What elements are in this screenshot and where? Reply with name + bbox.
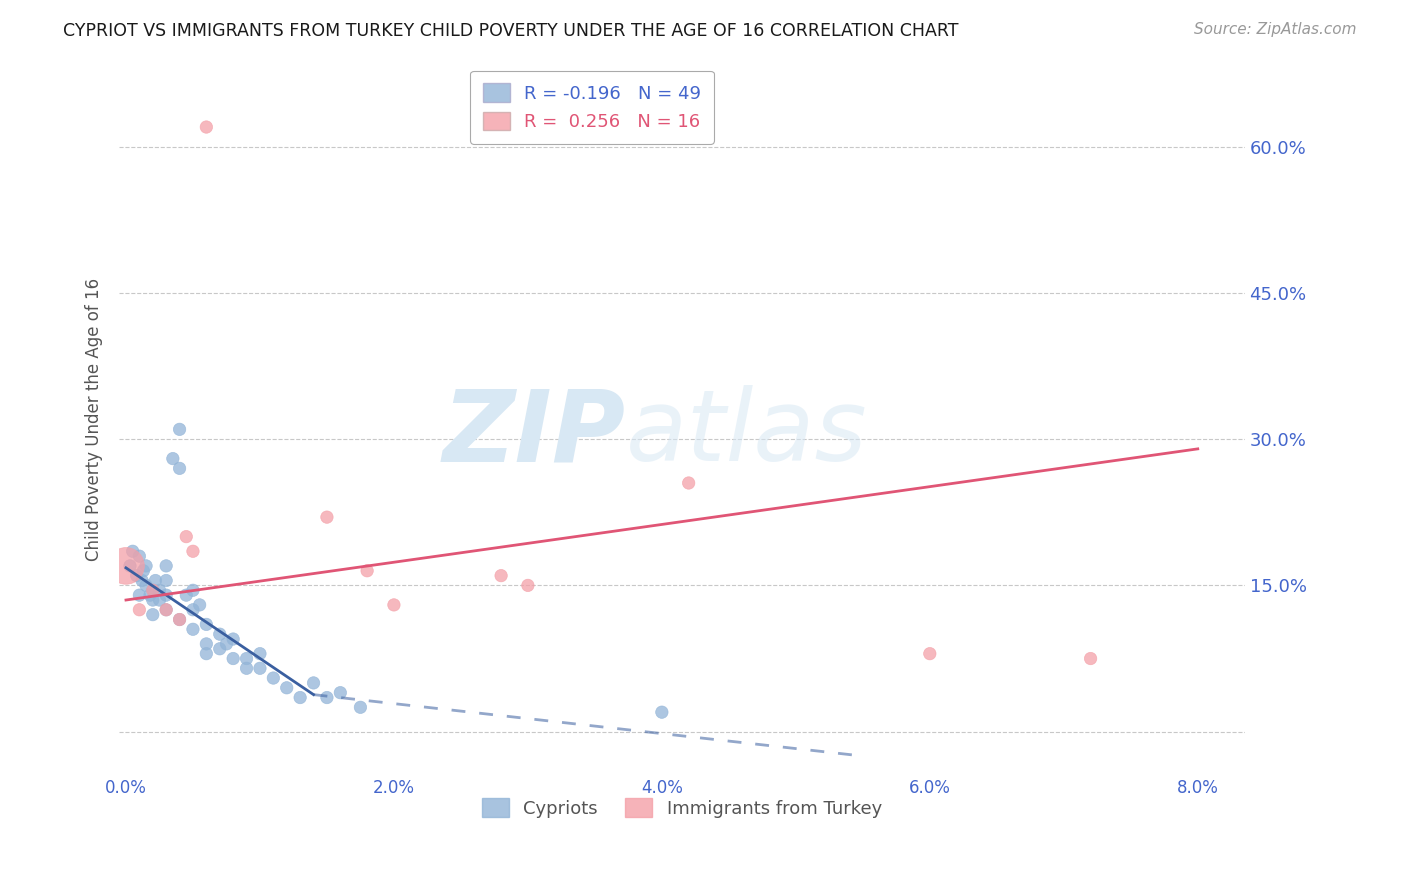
- Point: [678, 475, 700, 490]
- Point: [215, 637, 238, 651]
- Point: [174, 588, 197, 602]
- Point: [349, 700, 371, 714]
- Point: [288, 690, 311, 705]
- Point: [195, 617, 218, 632]
- Point: [1080, 651, 1102, 665]
- Point: [155, 574, 177, 588]
- Point: [918, 647, 941, 661]
- Text: CYPRIOT VS IMMIGRANTS FROM TURKEY CHILD POVERTY UNDER THE AGE OF 16 CORRELATION : CYPRIOT VS IMMIGRANTS FROM TURKEY CHILD …: [63, 22, 959, 40]
- Point: [169, 613, 191, 627]
- Point: [195, 637, 218, 651]
- Point: [316, 690, 339, 705]
- Point: [142, 583, 165, 598]
- Point: [356, 564, 378, 578]
- Point: [145, 574, 167, 588]
- Point: [155, 558, 177, 573]
- Point: [235, 651, 257, 665]
- Point: [195, 647, 218, 661]
- Point: [516, 578, 538, 592]
- Point: [155, 603, 177, 617]
- Text: atlas: atlas: [626, 385, 868, 483]
- Point: [128, 549, 150, 563]
- Point: [139, 588, 162, 602]
- Point: [174, 530, 197, 544]
- Point: [276, 681, 298, 695]
- Point: [115, 558, 138, 573]
- Point: [125, 568, 148, 582]
- Point: [651, 705, 673, 719]
- Point: [181, 603, 204, 617]
- Point: [148, 593, 170, 607]
- Point: [195, 120, 218, 134]
- Point: [181, 622, 204, 636]
- Point: [188, 598, 211, 612]
- Point: [142, 607, 165, 622]
- Point: [121, 544, 143, 558]
- Point: [181, 583, 204, 598]
- Point: [148, 583, 170, 598]
- Point: [382, 598, 405, 612]
- Legend: Cypriots, Immigrants from Turkey: Cypriots, Immigrants from Turkey: [475, 791, 889, 825]
- Point: [128, 588, 150, 602]
- Point: [132, 564, 155, 578]
- Point: [131, 574, 153, 588]
- Point: [329, 686, 352, 700]
- Point: [155, 588, 177, 602]
- Point: [169, 613, 191, 627]
- Point: [489, 568, 512, 582]
- Point: [316, 510, 339, 524]
- Point: [302, 676, 325, 690]
- Point: [142, 583, 165, 598]
- Point: [135, 558, 157, 573]
- Point: [249, 647, 271, 661]
- Point: [128, 603, 150, 617]
- Point: [222, 651, 245, 665]
- Point: [169, 422, 191, 436]
- Point: [235, 661, 257, 675]
- Point: [222, 632, 245, 646]
- Point: [169, 461, 191, 475]
- Text: Source: ZipAtlas.com: Source: ZipAtlas.com: [1194, 22, 1357, 37]
- Point: [262, 671, 284, 685]
- Point: [135, 578, 157, 592]
- Point: [249, 661, 271, 675]
- Point: [208, 627, 231, 641]
- Point: [208, 641, 231, 656]
- Y-axis label: Child Poverty Under the Age of 16: Child Poverty Under the Age of 16: [86, 278, 103, 561]
- Point: [181, 544, 204, 558]
- Point: [155, 603, 177, 617]
- Point: [162, 451, 184, 466]
- Point: [142, 593, 165, 607]
- Text: ZIP: ZIP: [443, 385, 626, 483]
- Point: [118, 558, 141, 573]
